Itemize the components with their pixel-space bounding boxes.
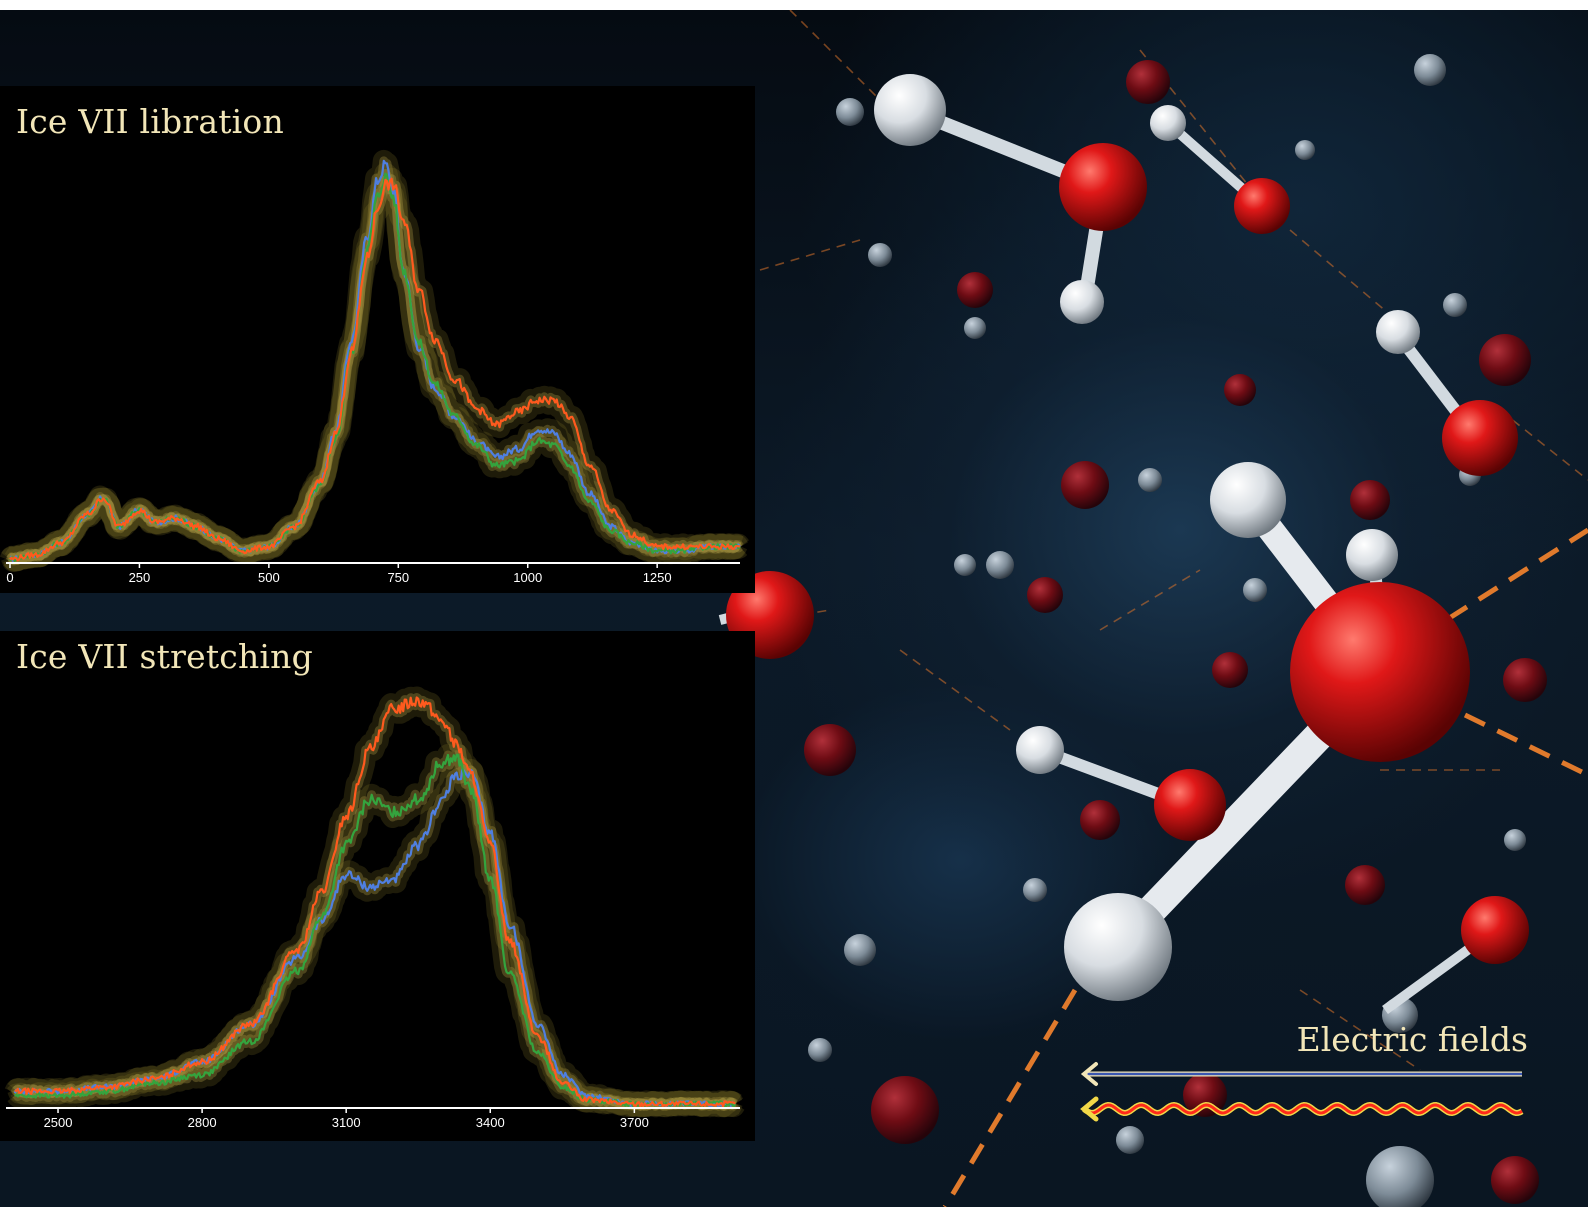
stretching-halo-blue (10, 764, 739, 1111)
stretching-chart-title: Ice VII stretching (16, 637, 313, 676)
field-arrow-static (1080, 1062, 1522, 1086)
legend-title: Electric fields (1296, 1020, 1528, 1059)
libration-series-lines (8, 159, 741, 562)
libration-line-red (9, 177, 741, 562)
stretching-uncertainty-glow (4, 686, 745, 1118)
stretching-tick-label-3400: 3400 (476, 1115, 505, 1130)
libration-tick-label-250: 250 (129, 570, 151, 585)
stretching-line-red (14, 696, 736, 1108)
libration-tick-label-1250: 1250 (643, 570, 672, 585)
electric-fields-legend: Electric fields (1060, 1012, 1540, 1142)
stretching-tick-label-3700: 3700 (620, 1115, 649, 1130)
foreground-molecules (718, 74, 1529, 1207)
stretching-glow-red (5, 686, 745, 1118)
stretching-tick-label-2800: 2800 (188, 1115, 217, 1130)
stretching-chart: 2500 2800 3100 3400 3700 (4, 686, 745, 1130)
libration-tick-label-1000: 1000 (513, 570, 542, 585)
stretching-line-blue (13, 767, 736, 1108)
small-background-molecules (804, 54, 1547, 1204)
libration-chart-title: Ice VII libration (16, 102, 284, 141)
ice-vii-molecule-rendering (718, 10, 1588, 1207)
strong-field-dashes (942, 527, 1588, 1207)
libration-tick-label-750: 750 (387, 570, 409, 585)
stretching-glow-blue (4, 757, 745, 1118)
libration-chart-panel: Ice VII libration 0 250 500 750 1000 1250 (0, 86, 755, 593)
hydrogen-bond-dashes (759, 10, 1588, 1071)
libration-chart: 0 250 500 750 1000 1250 (0, 149, 750, 585)
stretching-tick-label-3100: 3100 (332, 1115, 361, 1130)
stretching-series-lines (13, 696, 737, 1108)
stretching-tick-label-2500: 2500 (44, 1115, 73, 1130)
libration-tick-label-500: 500 (258, 570, 280, 585)
stretching-chart-panel: Ice VII stretching 2500 2800 3100 3400 3700 (0, 631, 755, 1141)
stretching-halo-green (11, 750, 739, 1111)
top-strip (0, 0, 1588, 10)
field-arrow-oscillating (1080, 1096, 1524, 1122)
legend-arrows (1080, 1062, 1524, 1122)
libration-tick-label-0: 0 (6, 570, 13, 585)
